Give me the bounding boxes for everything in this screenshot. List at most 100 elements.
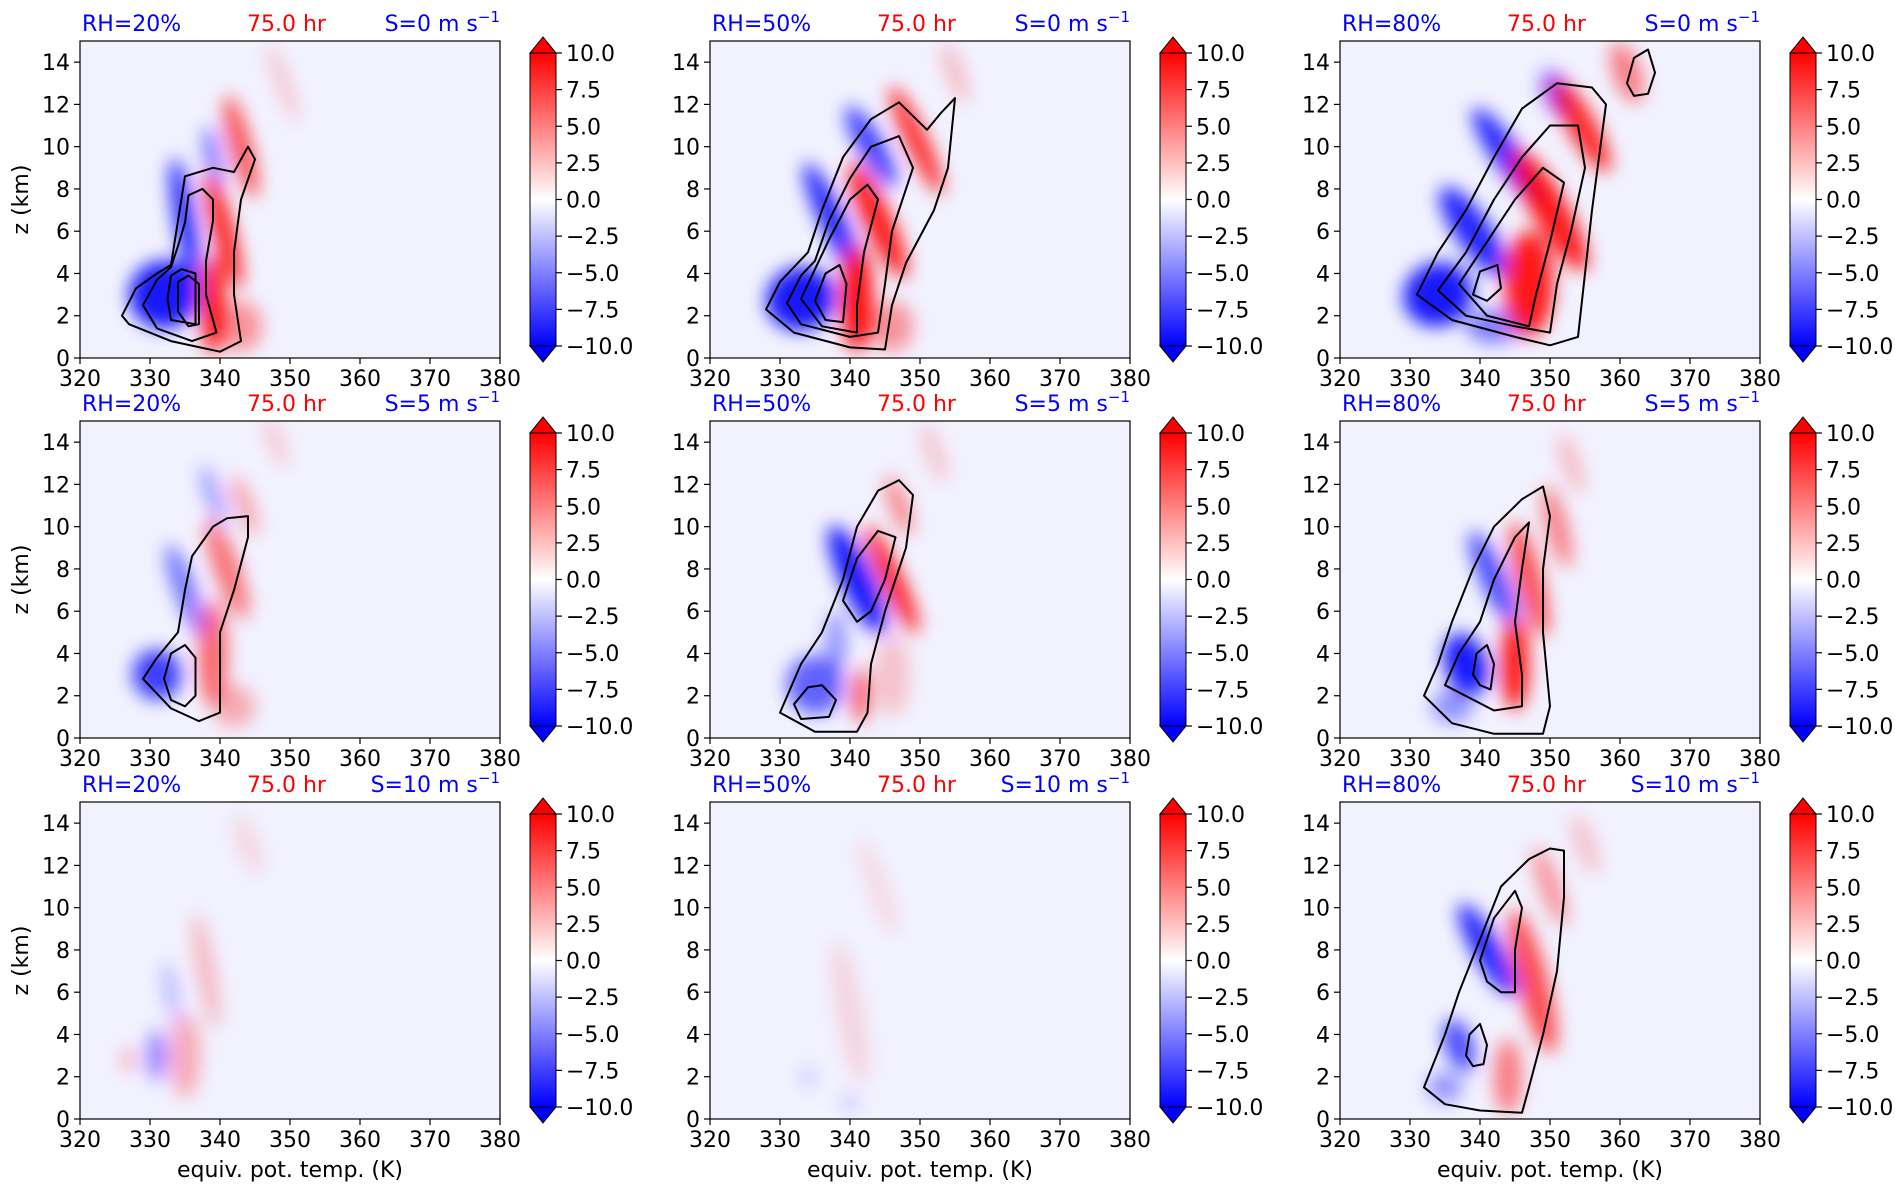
x-tick-label: 330 bbox=[129, 1128, 171, 1153]
y-tick-label: 10 bbox=[42, 516, 70, 541]
colorbar-tick-label: −5.0 bbox=[1196, 1023, 1249, 1048]
colorbar-tick-label: −7.5 bbox=[1826, 298, 1879, 323]
shaded-field bbox=[1403, 42, 1645, 344]
colorbar-tick-label: 7.5 bbox=[1196, 459, 1231, 484]
colorbar-tick-label: −7.5 bbox=[566, 1059, 619, 1084]
positive-anomaly bbox=[267, 43, 299, 124]
x-tick-label: 330 bbox=[759, 367, 801, 392]
y-tick-label: 14 bbox=[42, 431, 70, 456]
x-tick-label: 380 bbox=[1109, 367, 1151, 392]
shaded-field bbox=[786, 422, 948, 724]
colorbar-tick-label: −7.5 bbox=[1196, 678, 1249, 703]
panel-title-rh: RH=80% bbox=[1342, 773, 1441, 798]
plot-area bbox=[80, 802, 500, 1119]
colorbar-tick-label: 2.5 bbox=[566, 532, 601, 557]
positive-anomaly bbox=[889, 86, 944, 195]
colorbar-tick-label: 2.5 bbox=[1196, 152, 1231, 177]
positive-anomaly bbox=[1542, 485, 1572, 568]
negative-anomaly bbox=[1427, 1072, 1463, 1103]
y-tick-label: 2 bbox=[1316, 1066, 1330, 1091]
x-axis-label: equiv. pot. temp. (K) bbox=[807, 1158, 1033, 1183]
colorbar-tick-label: 10.0 bbox=[566, 803, 615, 828]
y-tick-label: 8 bbox=[1316, 939, 1330, 964]
colorbar-extend-min bbox=[1158, 345, 1188, 363]
colorbar-tick-label: 10.0 bbox=[566, 42, 615, 67]
panel-title-shear: S=10 m s−1 bbox=[1001, 769, 1130, 798]
x-tick-label: 350 bbox=[899, 1128, 941, 1153]
colorbar-tick-label: −5.0 bbox=[1196, 642, 1249, 667]
positive-anomaly bbox=[857, 836, 899, 937]
colorbar-tick-label: −5.0 bbox=[1826, 262, 1879, 287]
y-tick-label: 14 bbox=[672, 431, 700, 456]
x-tick-label: 350 bbox=[1529, 367, 1571, 392]
contour-line bbox=[1465, 1022, 1488, 1068]
colorbar-tick-label: −2.5 bbox=[1826, 225, 1879, 250]
y-tick-label: 14 bbox=[42, 51, 70, 76]
colorbar-tick-label: −7.5 bbox=[1196, 298, 1249, 323]
colorbar-tick-label: 10.0 bbox=[1826, 803, 1875, 828]
x-tick-label: 360 bbox=[1599, 1128, 1641, 1153]
y-tick-label: 14 bbox=[1302, 51, 1330, 76]
colorbar-extend-max bbox=[528, 36, 558, 54]
colorbar-tick-label: −5.0 bbox=[1826, 1023, 1879, 1048]
y-tick-label: 8 bbox=[1316, 178, 1330, 203]
y-tick-label: 0 bbox=[1316, 727, 1330, 752]
contours bbox=[121, 145, 256, 353]
y-tick-label: 6 bbox=[686, 220, 700, 245]
x-tick-label: 360 bbox=[969, 747, 1011, 772]
x-tick-label: 380 bbox=[1109, 747, 1151, 772]
shaded-field bbox=[801, 836, 899, 1111]
contour-line bbox=[800, 183, 879, 334]
panel: 320 330 340 350 360 370 380 0 2 4 6 8 10 12 14 RH=80% 75… bbox=[1302, 388, 1893, 772]
colorbar-tick-label: 10.0 bbox=[1196, 803, 1245, 828]
contour-line bbox=[121, 145, 256, 353]
panel-title-rh: RH=50% bbox=[712, 773, 811, 798]
y-tick-label: 8 bbox=[56, 178, 70, 203]
panel: 320 330 340 350 360 370 380 0 2 4 6 8 10 12 14 RH=80% 75… bbox=[1302, 8, 1893, 392]
contours bbox=[765, 97, 956, 351]
colorbar-tick-label: 2.5 bbox=[566, 152, 601, 177]
colorbar-tick-label: 5.0 bbox=[566, 495, 601, 520]
colorbar-extend-max bbox=[1158, 797, 1188, 815]
negative-anomaly bbox=[803, 162, 862, 279]
x-tick-label: 320 bbox=[689, 367, 731, 392]
panel-title-time: 75.0 hr bbox=[1507, 773, 1587, 798]
negative-anomaly bbox=[1457, 903, 1517, 997]
x-tick-label: 330 bbox=[1389, 747, 1431, 772]
contours bbox=[1416, 48, 1656, 347]
colorbar: 10.0 7.5 5.0 2.5 0.0 −2.5 −5.0 −7.5 −10.0 bbox=[528, 797, 633, 1124]
contour-line bbox=[142, 187, 218, 343]
colorbar: 10.0 7.5 5.0 2.5 0.0 −2.5 −5.0 −7.5 −10.0 bbox=[1158, 797, 1263, 1124]
positive-anomaly bbox=[1552, 79, 1611, 172]
plot-area bbox=[710, 421, 1130, 738]
y-tick-label: 12 bbox=[42, 473, 70, 498]
negative-anomaly bbox=[786, 655, 844, 715]
contour-line bbox=[142, 515, 249, 723]
panel-title-rh: RH=20% bbox=[82, 773, 181, 798]
panel-title-rh: RH=80% bbox=[1342, 392, 1441, 417]
y-tick-label: 14 bbox=[672, 812, 700, 837]
x-tick-label: 320 bbox=[59, 1128, 101, 1153]
colorbar-extend-min bbox=[528, 345, 558, 363]
colorbar: 10.0 7.5 5.0 2.5 0.0 −2.5 −5.0 −7.5 −10.0 bbox=[1788, 416, 1893, 743]
colorbar-extend-max bbox=[1158, 36, 1188, 54]
y-tick-label: 6 bbox=[1316, 220, 1330, 245]
contour-line bbox=[1472, 264, 1502, 302]
colorbar-tick-label: 0.0 bbox=[566, 950, 601, 975]
positive-anomaly bbox=[205, 173, 242, 289]
colorbar-tick-label: 5.0 bbox=[566, 876, 601, 901]
colorbar-tick-label: 10.0 bbox=[1196, 422, 1245, 447]
contour-line bbox=[177, 274, 200, 328]
colorbar-tick-label: −7.5 bbox=[1196, 1059, 1249, 1084]
y-tick-label: 4 bbox=[1316, 262, 1330, 287]
contour-line bbox=[163, 644, 197, 708]
shaded-field bbox=[1427, 814, 1600, 1115]
positive-anomaly bbox=[1557, 433, 1585, 494]
positive-anomaly bbox=[220, 300, 262, 352]
positive-anomaly bbox=[874, 632, 910, 717]
y-tick-label: 8 bbox=[686, 939, 700, 964]
x-tick-label: 330 bbox=[1389, 1128, 1431, 1153]
colorbar-body bbox=[1789, 432, 1817, 727]
colorbar: 10.0 7.5 5.0 2.5 0.0 −2.5 −5.0 −7.5 −10.0 bbox=[528, 36, 633, 363]
